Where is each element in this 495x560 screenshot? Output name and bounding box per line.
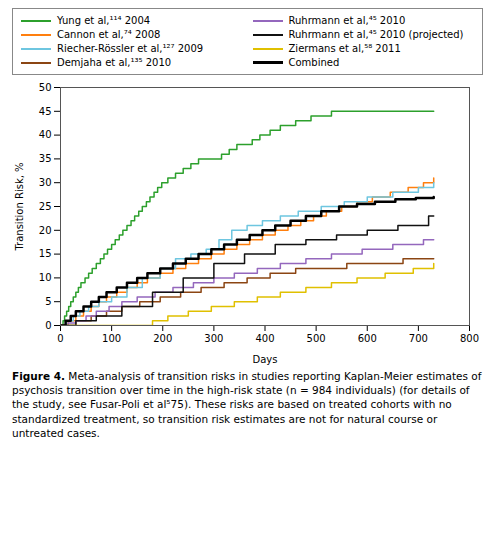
svg-text:25: 25 bbox=[39, 201, 52, 212]
svg-text:Transition Risk, %: Transition Risk, % bbox=[14, 162, 25, 251]
svg-text:700: 700 bbox=[409, 333, 428, 344]
html-text:Ruhrmann et al,⁴⁵ 2010: Ruhrmann et al,⁴⁵ 2010 bbox=[288, 15, 406, 26]
html-text:Ruhrmann et al,⁴⁵ 2010 (projec: Ruhrmann et al,⁴⁵ 2010 (projected) bbox=[288, 29, 464, 40]
svg-text:15: 15 bbox=[39, 248, 52, 259]
svg-text:10: 10 bbox=[39, 272, 52, 283]
svg-text:200: 200 bbox=[153, 333, 172, 344]
svg-text:300: 300 bbox=[204, 333, 223, 344]
svg-text:50: 50 bbox=[39, 82, 52, 93]
svg-text:45: 45 bbox=[39, 106, 52, 117]
svg-text:100: 100 bbox=[102, 333, 121, 344]
svg-text:500: 500 bbox=[307, 333, 326, 344]
html-text:Figure 4. Meta-analysis of tra: Figure 4. Meta-analysis of transition ri… bbox=[12, 370, 482, 439]
svg-text:5: 5 bbox=[45, 296, 51, 307]
html-text:Yung et al,¹¹⁴ 2004: Yung et al,¹¹⁴ 2004 bbox=[57, 15, 151, 26]
svg-text:800: 800 bbox=[460, 333, 479, 344]
html-text:Cannon et al,⁷⁴ 2008: Cannon et al,⁷⁴ 2008 bbox=[57, 29, 161, 40]
svg-text:Days: Days bbox=[253, 354, 278, 365]
svg-text:35: 35 bbox=[39, 153, 52, 164]
svg-text:0: 0 bbox=[45, 320, 51, 331]
html-text:Riecher-Rössler et al,¹²⁷ 2009: Riecher-Rössler et al,¹²⁷ 2009 bbox=[57, 43, 204, 54]
svg-text:30: 30 bbox=[39, 177, 52, 188]
svg-text:40: 40 bbox=[39, 129, 52, 140]
html-text:Demjaha et al,¹³⁵ 2010: Demjaha et al,¹³⁵ 2010 bbox=[57, 57, 172, 68]
html-text:Ziermans et al,⁵⁸ 2011: Ziermans et al,⁵⁸ 2011 bbox=[288, 43, 401, 54]
svg-text:600: 600 bbox=[358, 333, 377, 344]
svg-text:0: 0 bbox=[57, 333, 63, 344]
html-text:Combined: Combined bbox=[288, 57, 340, 68]
svg-text:20: 20 bbox=[39, 225, 52, 236]
svg-text:400: 400 bbox=[255, 333, 274, 344]
